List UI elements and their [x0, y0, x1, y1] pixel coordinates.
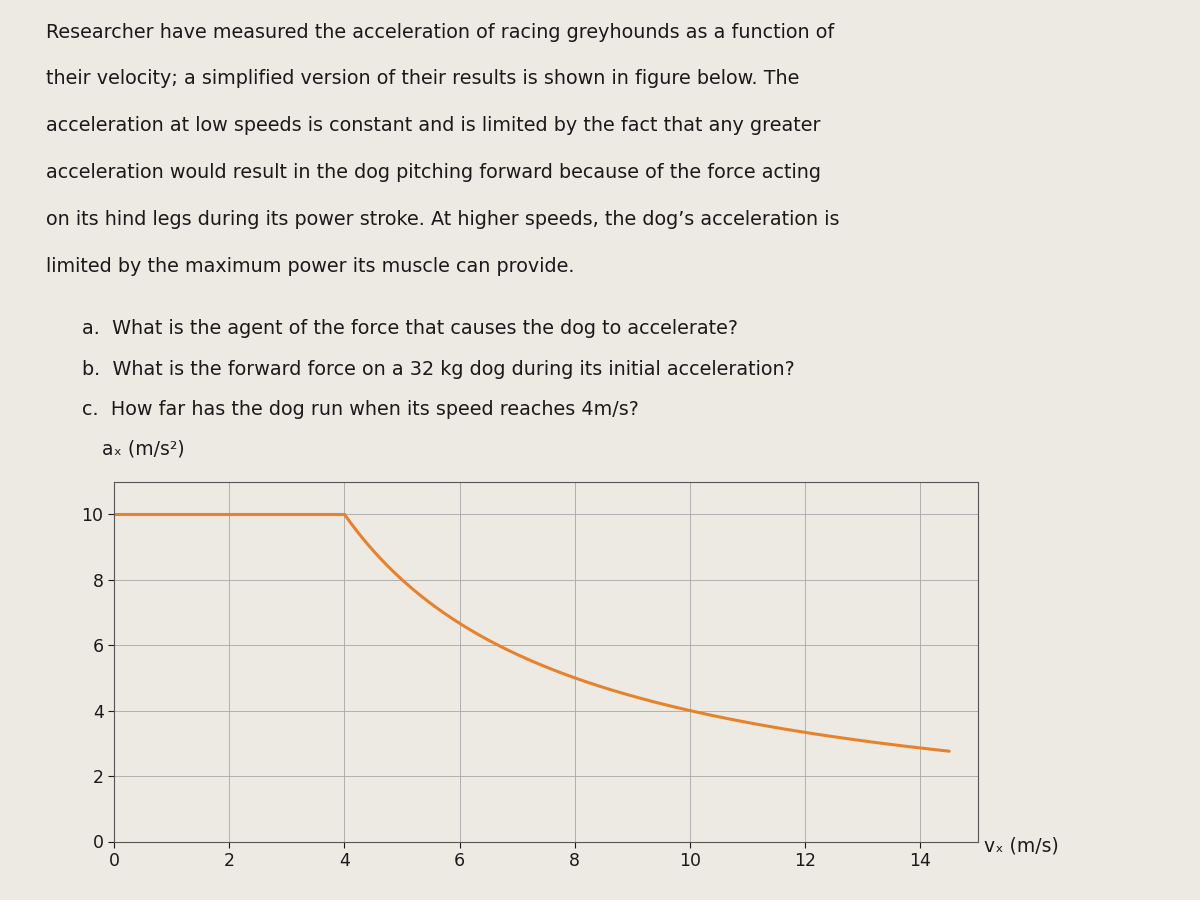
- Text: a.  What is the agent of the force that causes the dog to accelerate?: a. What is the agent of the force that c…: [82, 320, 738, 338]
- Text: acceleration would result in the dog pitching forward because of the force actin: acceleration would result in the dog pit…: [46, 163, 821, 182]
- Text: limited by the maximum power its muscle can provide.: limited by the maximum power its muscle …: [46, 256, 574, 275]
- Text: c.  How far has the dog run when its speed reaches 4m/s?: c. How far has the dog run when its spee…: [82, 400, 638, 419]
- Text: on its hind legs during its power stroke. At higher speeds, the dog’s accelerati: on its hind legs during its power stroke…: [46, 210, 839, 229]
- Text: their velocity; a simplified version of their results is shown in figure below. : their velocity; a simplified version of …: [46, 69, 799, 88]
- Text: Researcher have measured the acceleration of racing greyhounds as a function of: Researcher have measured the acceleratio…: [46, 22, 834, 41]
- Text: b.  What is the forward force on a 32 kg dog during its initial acceleration?: b. What is the forward force on a 32 kg …: [82, 360, 794, 379]
- Text: aₓ (m/s²): aₓ (m/s²): [102, 440, 185, 459]
- Text: vₓ (m/s): vₓ (m/s): [984, 836, 1058, 856]
- Text: acceleration at low speeds is constant and is limited by the fact that any great: acceleration at low speeds is constant a…: [46, 116, 820, 135]
